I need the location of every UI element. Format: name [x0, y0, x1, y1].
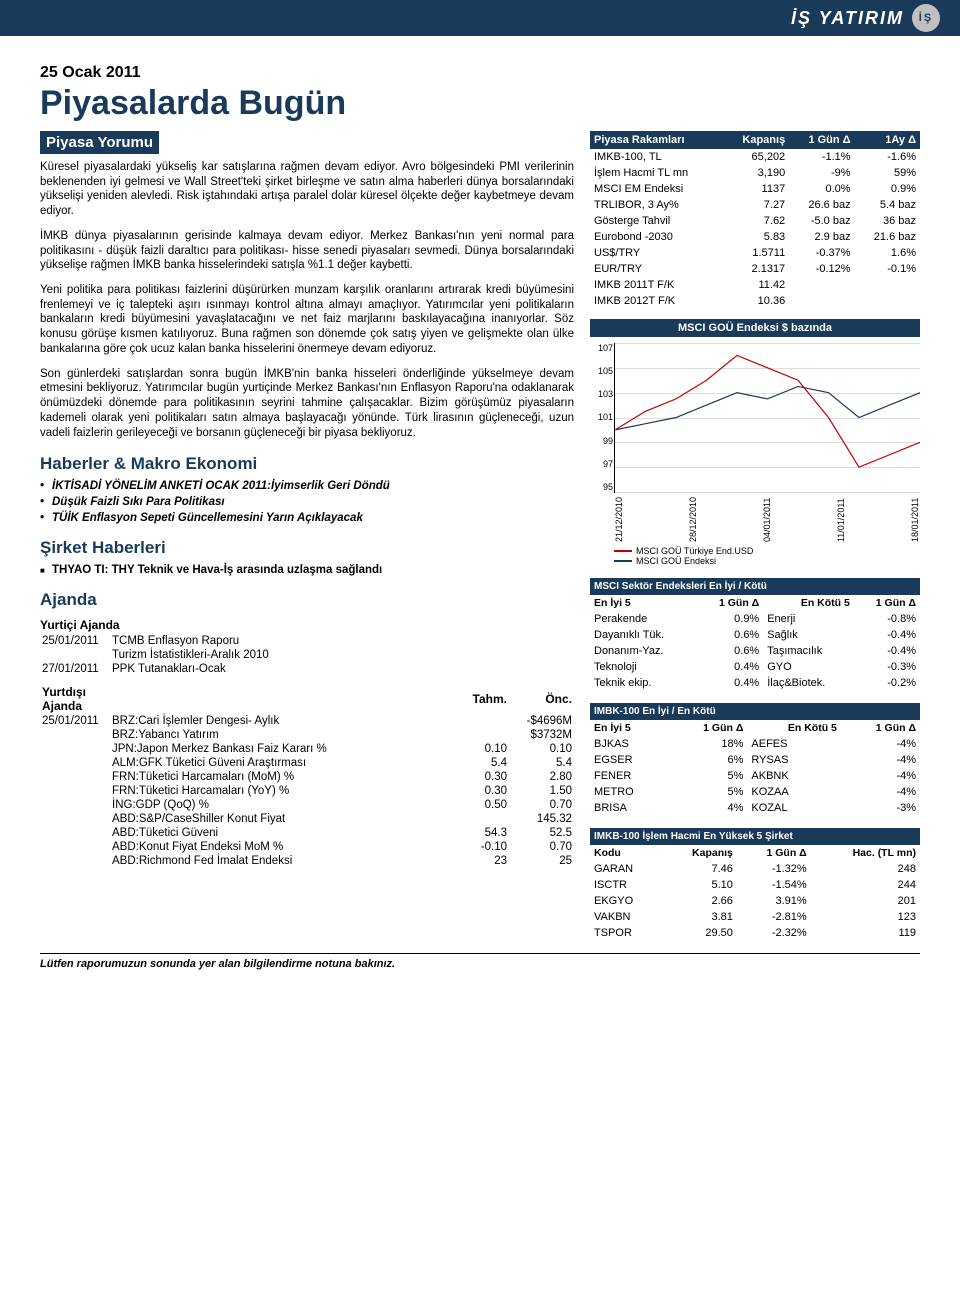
commentary-p2: İMKB dünya piyasalarının gerisinde kalma…	[40, 229, 574, 273]
market-data-table: Piyasa RakamlarıKapanış1 Gün Δ1Ay ΔIMKB-…	[590, 131, 920, 309]
agenda-domestic-row: 25/01/2011TCMB Enflasyon Raporu	[40, 634, 574, 648]
table-row: BJKAS18%AEFES-4%	[590, 736, 920, 752]
agenda-foreign-table: 25/01/2011BRZ:Cari İşlemler Dengesi- Ayl…	[40, 714, 574, 868]
table-row: EGSER6%RYSAS-4%	[590, 752, 920, 768]
agenda-domestic-row: 27/01/2011PPK Tutanakları-Ocak	[40, 662, 574, 676]
market-row: IMKB 2011T F/K11.42	[590, 277, 920, 293]
agenda-foreign-row: FRN:Tüketici Harcamaları (MoM) %0.302.80	[40, 770, 574, 784]
brand-header: İŞ YATIRIM	[0, 0, 960, 36]
imkb-best-worst-table: IMBK-100 En İyi / En KötüEn İyi 51 Gün Δ…	[590, 703, 920, 816]
brand-logo-icon	[912, 4, 940, 32]
market-row: Gösterge Tahvil7.62-5.0 baz36 baz	[590, 213, 920, 229]
table-row: METRO5%KOZAA-4%	[590, 784, 920, 800]
market-row: MSCI EM Endeksi11370.0%0.9%	[590, 181, 920, 197]
footer-note: Lütfen raporumuzun sonunda yer alan bilg…	[40, 953, 920, 970]
company-heading: Şirket Haberleri	[40, 538, 574, 558]
table-row: Teknik ekip.0.4%İlaç&Biotek.-0.2%	[590, 675, 920, 691]
news-item: TÜİK Enflasyon Sepeti Güncellemesini Yar…	[40, 512, 574, 524]
news-list: İKTİSADİ YÖNELİM ANKETİ OCAK 2011:İyimse…	[40, 480, 574, 524]
table-row: Teknoloji0.4%GYO-0.3%	[590, 659, 920, 675]
table-row: BRISA4%KOZAL-3%	[590, 800, 920, 816]
company-item: THYAO TI: THY Teknik ve Hava-İş arasında…	[40, 564, 574, 576]
table-row: Perakende0.9%Enerji-0.8%	[590, 611, 920, 627]
chart-title: MSCI GOÜ Endeksi $ bazında	[590, 319, 920, 337]
agenda-heading: Ajanda	[40, 590, 574, 610]
report-date: 25 Ocak 2011	[40, 64, 920, 82]
agenda-domestic-row: Turizm İstatistikleri-Aralık 2010	[40, 648, 574, 662]
agenda-foreign-row: BRZ:Yabancı Yatırım$3732M	[40, 728, 574, 742]
market-row: EUR/TRY2.1317-0.12%-0.1%	[590, 261, 920, 277]
commentary-p1: Küresel piyasalardaki yükseliş kar satış…	[40, 160, 574, 219]
agenda-foreign-row: JPN:Japon Merkez Bankası Faiz Kararı %0.…	[40, 742, 574, 756]
commentary-p3: Yeni politika para politikası faizlerini…	[40, 283, 574, 357]
sector-table: MSCI Sektör Endeksleri En İyi / KötüEn İ…	[590, 578, 920, 691]
col-prev: Önc.	[509, 684, 574, 714]
table-row: Donanım-Yaz.0.6%Taşımacılık-0.4%	[590, 643, 920, 659]
brand-name: İŞ YATIRIM	[791, 8, 904, 29]
table-row: Dayanıklı Tük.0.6%Sağlık-0.4%	[590, 627, 920, 643]
chart-y-labels: 107105103101999795	[591, 343, 613, 492]
chart-x-labels: 21/12/201028/12/201004/01/201111/01/2011…	[614, 497, 920, 542]
agenda-foreign-row: ABD:Richmond Fed İmalat Endeksi2325	[40, 854, 574, 868]
table-row: GARAN7.46-1.32%248	[590, 861, 920, 877]
market-row: IMKB 2012T F/K10.36	[590, 293, 920, 309]
agenda-foreign-row: 25/01/2011BRZ:Cari İşlemler Dengesi- Ayl…	[40, 714, 574, 728]
agenda-foreign-row: ABD:S&P/CaseShiller Konut Fiyat145.32	[40, 812, 574, 826]
market-row: İşlem Hacmi TL mn3,190-9%59%	[590, 165, 920, 181]
agenda-foreign-row: İNG:GDP (QoQ) %0.500.70	[40, 798, 574, 812]
market-row: Eurobond -20305.832.9 baz21.6 baz	[590, 229, 920, 245]
table-row: TSPOR29.50-2.32%119	[590, 925, 920, 941]
agenda-foreign-header-row: Yurtdışı Ajanda Tahm. Önc.	[40, 684, 574, 714]
table-row: EKGYO2.663.91%201	[590, 893, 920, 909]
agenda-foreign-row: ABD:Tüketici Güveni54.352.5	[40, 826, 574, 840]
agenda-foreign-heading: Yurtdışı Ajanda	[40, 684, 110, 714]
chart-svg	[615, 343, 920, 492]
news-heading: Haberler & Makro Ekonomi	[40, 454, 574, 474]
company-list: THYAO TI: THY Teknik ve Hava-İş arasında…	[40, 564, 574, 576]
market-row: US$/TRY1.5711-0.37%1.6%	[590, 245, 920, 261]
market-row: IMKB-100, TL65,202-1.1%-1.6%	[590, 149, 920, 165]
table-row: ISCTR5.10-1.54%244	[590, 877, 920, 893]
chart-legend: MSCI GOÜ Türkiye End.USDMSCI GOÜ Endeksi	[614, 546, 920, 566]
right-column: Piyasa RakamlarıKapanış1 Gün Δ1Ay ΔIMKB-…	[590, 131, 920, 941]
left-column: Piyasa Yorumu Küresel piyasalardaki yüks…	[40, 131, 574, 941]
agenda-foreign-row: ALM:GFK Tüketici Güveni Araştırması5.45.…	[40, 756, 574, 770]
chart-area: 107105103101999795	[614, 343, 920, 493]
agenda-foreign-row: ABD:Konut Fiyat Endeksi MoM %-0.100.70	[40, 840, 574, 854]
agenda-domestic-table: 25/01/2011TCMB Enflasyon RaporuTurizm İs…	[40, 634, 574, 676]
commentary-body: Küresel piyasalardaki yükseliş kar satış…	[40, 160, 574, 440]
table-row: FENER5%AKBNK-4%	[590, 768, 920, 784]
commentary-p4: Son günlerdeki satışlardan sonra bugün İ…	[40, 367, 574, 441]
report-title: Piyasalarda Bugün	[40, 84, 920, 123]
market-row: TRLIBOR, 3 Ay%7.2726.6 baz5.4 baz	[590, 197, 920, 213]
volume-table: IMKB-100 İşlem Hacmi En Yüksek 5 ŞirketK…	[590, 828, 920, 941]
news-item: İKTİSADİ YÖNELİM ANKETİ OCAK 2011:İyimse…	[40, 480, 574, 492]
news-item: Düşük Faizli Sıkı Para Politikası	[40, 496, 574, 508]
agenda-foreign-row: FRN:Tüketici Harcamaları (YoY) %0.301.50	[40, 784, 574, 798]
commentary-heading: Piyasa Yorumu	[40, 131, 159, 154]
agenda-domestic-heading: Yurtiçi Ajanda	[40, 618, 574, 632]
table-row: VAKBN3.81-2.81%123	[590, 909, 920, 925]
col-est: Tahm.	[454, 684, 509, 714]
